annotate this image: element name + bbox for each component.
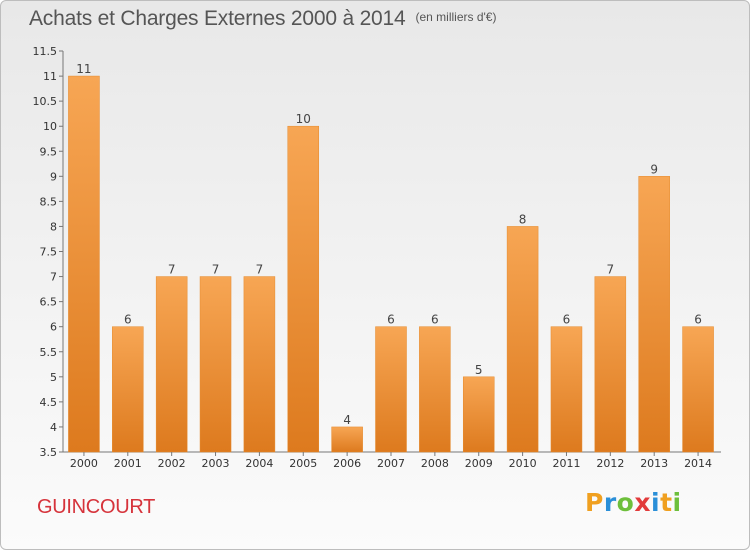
bar-value-label: 6 (431, 313, 439, 327)
x-tick-label: 2004 (245, 457, 273, 470)
y-tick-label: 3.5 (40, 446, 58, 459)
x-tick-label: 2011 (552, 457, 580, 470)
bar (550, 326, 583, 453)
y-tick-label: 11.5 (33, 45, 58, 58)
bar (199, 276, 232, 453)
x-tick-label: 2012 (596, 457, 624, 470)
x-tick-label: 2003 (202, 457, 230, 470)
bar (506, 226, 539, 453)
y-tick-label: 5.5 (40, 346, 58, 359)
y-tick-label: 11 (43, 70, 57, 83)
bar-value-label: 7 (212, 263, 220, 277)
x-tick-label: 2001 (114, 457, 142, 470)
y-tick-label: 6 (50, 321, 57, 334)
y-tick-label: 5 (50, 371, 57, 384)
bar (112, 326, 144, 453)
bar (155, 276, 188, 453)
y-tick-label: 9 (50, 170, 57, 183)
x-tick-label: 2009 (465, 457, 493, 470)
x-tick-label: 2000 (70, 457, 98, 470)
bar (243, 276, 276, 453)
bar-value-label: 7 (607, 263, 615, 277)
chart-title: Achats et Charges Externes 2000 à 2014 (29, 7, 406, 30)
bar (638, 176, 670, 453)
bar-value-label: 10 (296, 112, 311, 126)
bar (594, 276, 627, 453)
bar-value-label: 4 (343, 413, 351, 427)
bar-value-label: 8 (519, 212, 527, 226)
bar (68, 75, 100, 453)
bar-value-label: 5 (475, 363, 483, 377)
commune-name: GUINCOURT (37, 496, 156, 518)
x-tick-label: 2014 (684, 457, 712, 470)
chart-subtitle: (en milliers d'€) (415, 10, 497, 24)
x-tick-label: 2006 (333, 457, 361, 470)
y-tick-label: 9.5 (40, 145, 58, 158)
x-tick-label: 2007 (377, 457, 405, 470)
bar (331, 426, 363, 453)
y-tick-label: 8 (50, 220, 57, 233)
bar-value-label: 9 (650, 162, 658, 176)
chart-title-row: Achats et Charges Externes 2000 à 2014 (e… (29, 7, 496, 31)
y-tick-label: 4.5 (40, 396, 58, 409)
bar-value-label: 6 (124, 313, 132, 327)
bar-value-label: 7 (168, 263, 176, 277)
bar-value-label: 7 (256, 263, 264, 277)
bar-value-label: 6 (387, 313, 395, 327)
bar (419, 326, 451, 453)
bar-value-label: 6 (694, 313, 702, 327)
y-tick-label: 6.5 (40, 296, 58, 309)
bar (375, 326, 407, 453)
bar (682, 326, 714, 453)
y-tick-label: 8.5 (40, 195, 58, 208)
bar (287, 125, 320, 453)
x-tick-label: 2005 (289, 457, 317, 470)
y-tick-label: 7 (50, 271, 57, 284)
proxiti-logo[interactable]: Proxiti (585, 488, 682, 517)
bar-value-label: 6 (563, 313, 571, 327)
bar (462, 376, 495, 453)
y-tick-label: 7.5 (40, 246, 58, 259)
y-tick-label: 10.5 (33, 95, 58, 108)
x-tick-label: 2013 (640, 457, 668, 470)
bar-value-label: 11 (76, 62, 91, 76)
y-tick-label: 4 (50, 421, 57, 434)
x-tick-label: 2010 (509, 457, 537, 470)
x-tick-label: 2002 (158, 457, 186, 470)
y-tick-label: 10 (43, 120, 57, 133)
x-tick-label: 2008 (421, 457, 449, 470)
